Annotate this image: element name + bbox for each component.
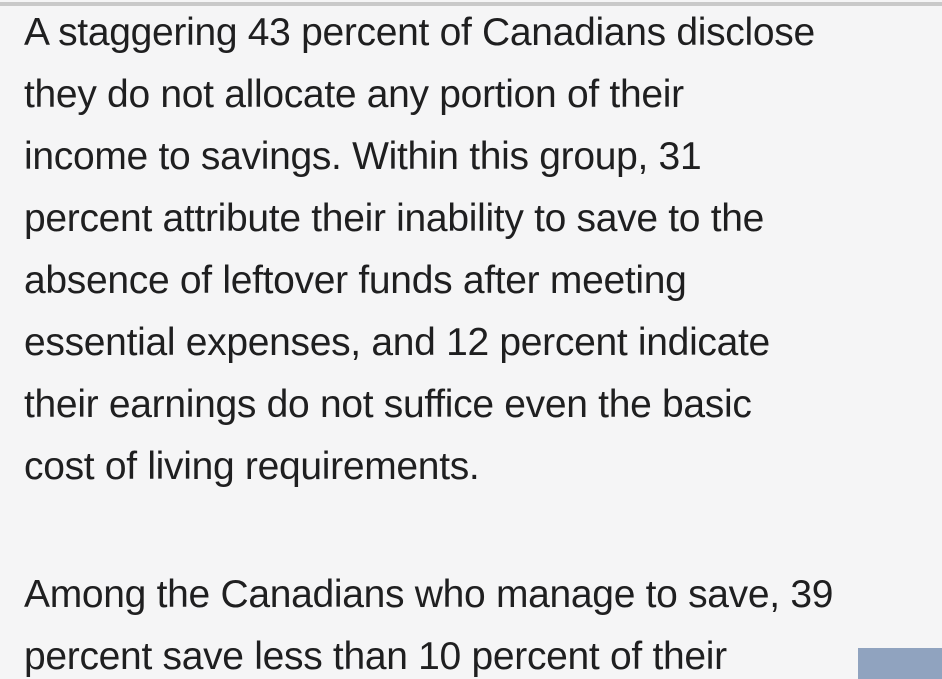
text-line: essential expenses, and 12 percent indic… [24, 321, 770, 364]
text-line: they do not allocate any portion of thei… [24, 73, 684, 116]
text-line: percent attribute their inability to sav… [24, 197, 765, 240]
paragraph-1: A staggering 43 percent of Canadians dis… [24, 2, 942, 498]
text-line: cost of living requirements. [24, 445, 480, 488]
article-text: A staggering 43 percent of Canadians dis… [24, 2, 942, 679]
text-line: A staggering 43 percent of Canadians dis… [24, 11, 815, 54]
paragraph-2: Among the Canadians who manage to save, … [24, 564, 942, 679]
text-line: Among the Canadians who manage to save, … [24, 573, 834, 616]
text-line: income to savings. Within this group, 31 [24, 135, 702, 178]
text-line: percent save less than 10 percent of the… [24, 635, 727, 678]
corner-overlay-rect [858, 648, 942, 679]
top-divider [0, 2, 942, 6]
text-line: absence of leftover funds after meeting [24, 259, 687, 302]
text-line: their earnings do not suffice even the b… [24, 383, 752, 426]
